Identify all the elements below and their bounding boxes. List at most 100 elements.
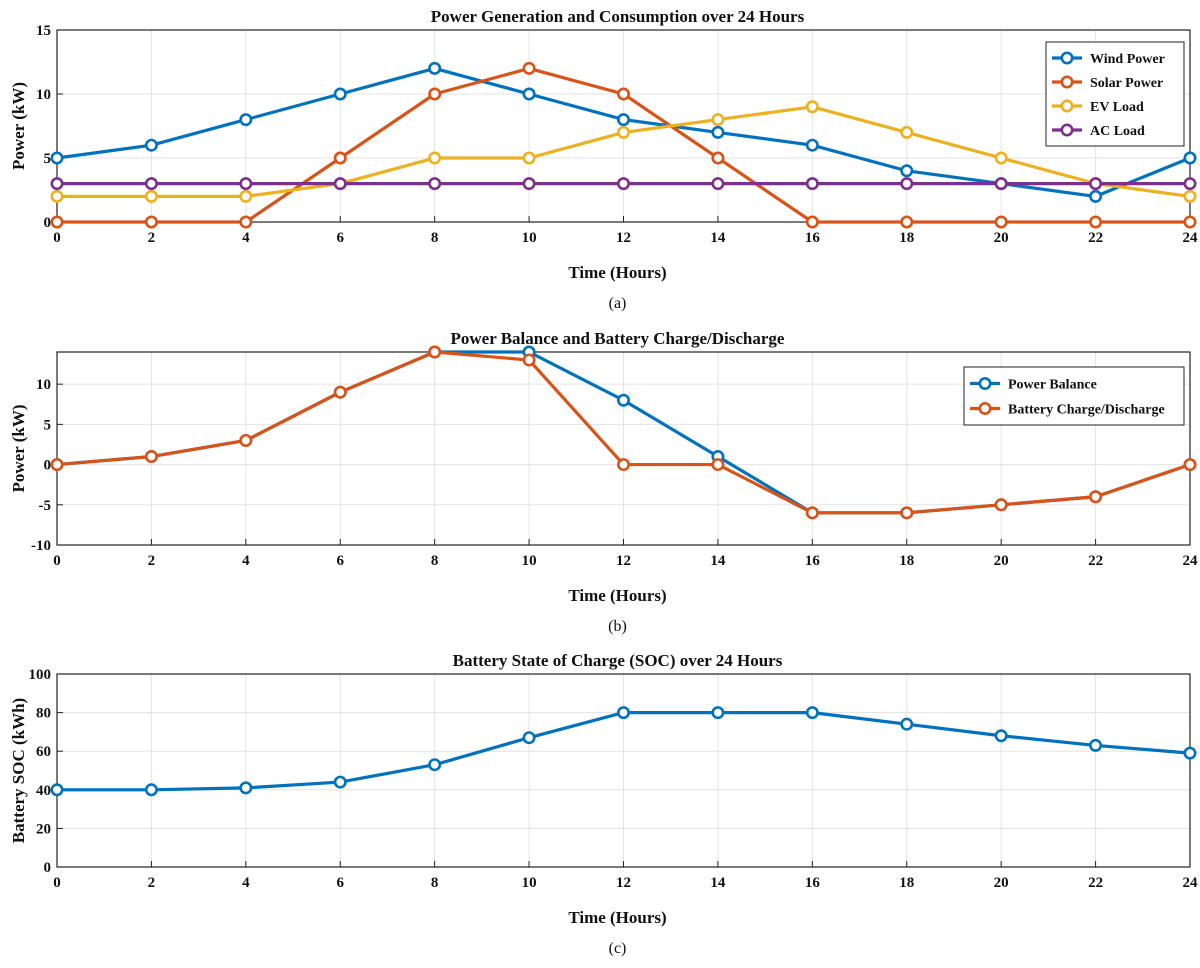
panel-caption: (b) [608,618,627,635]
data-point [333,151,347,165]
x-tick-label: 2 [148,553,156,569]
data-point [1183,189,1197,203]
data-point [711,458,725,472]
x-tick-label: 12 [616,553,631,569]
data-point [616,125,630,139]
x-tick-label: 18 [899,230,914,246]
x-tick-label: 14 [710,230,726,246]
series-solar-power [50,61,1197,229]
data-point [428,151,442,165]
data-point [50,177,64,191]
y-tick-label: 60 [36,744,51,760]
series-ev-load [50,100,1197,203]
data-point [994,498,1008,512]
data-point [428,61,442,75]
data-point [1089,189,1103,203]
chart-title: Power Generation and Consumption over 24… [431,7,805,26]
chart-title: Power Balance and Battery Charge/Dischar… [451,329,785,348]
data-point [711,177,725,191]
data-point [144,138,158,152]
legend-item: EV Load [1052,99,1144,115]
x-tick-label: 4 [242,875,250,891]
y-tick-label: 10 [36,377,51,393]
data-point [428,758,442,772]
data-point [616,87,630,101]
legend-label: AC Load [1090,124,1145,139]
data-point [239,113,253,127]
data-point [333,177,347,191]
x-tick-label: 10 [522,553,537,569]
data-point [1183,215,1197,229]
x-tick-label: 22 [1088,553,1103,569]
data-point [522,353,536,367]
data-point [50,189,64,203]
data-point [805,177,819,191]
x-tick-label: 6 [337,553,345,569]
data-point [805,506,819,520]
data-point [1183,177,1197,191]
legend-item: AC Load [1052,123,1145,139]
data-point [805,100,819,114]
x-tick-label: 18 [899,553,914,569]
data-point [1089,738,1103,752]
series-battery-soc [50,706,1197,797]
data-point [239,433,253,447]
data-point [428,87,442,101]
data-point [144,177,158,191]
data-point [900,506,914,520]
data-point [616,393,630,407]
x-tick-label: 0 [53,230,61,246]
x-tick-label: 22 [1088,230,1103,246]
legend-label: Power Balance [1008,378,1097,393]
legend-swatch-marker [1060,75,1074,89]
y-tick-label: 0 [44,215,52,231]
x-tick-label: 10 [522,230,537,246]
legend-swatch-marker [978,401,992,415]
legend-swatch-marker [1060,123,1074,137]
x-tick-label: 8 [431,553,439,569]
x-tick-label: 14 [710,553,726,569]
legend-label: Wind Power [1090,52,1165,67]
legend-label: Battery Charge/Discharge [1008,403,1165,418]
data-point [711,151,725,165]
data-point [805,138,819,152]
series-ac-load [50,177,1197,191]
data-point [994,177,1008,191]
y-tick-label: 0 [44,860,52,876]
x-tick-label: 12 [616,230,631,246]
data-point [50,458,64,472]
data-point [900,164,914,178]
legend-label: Solar Power [1090,76,1163,91]
series-battery-charge-discharge [50,345,1197,520]
data-point [522,87,536,101]
data-point [900,215,914,229]
data-point [50,215,64,229]
y-tick-label: -5 [39,498,52,514]
y-tick-label: -10 [31,538,51,554]
x-tick-label: 24 [1183,230,1199,246]
data-point [900,177,914,191]
data-point [1089,215,1103,229]
data-point [522,61,536,75]
data-point [333,87,347,101]
x-tick-label: 6 [337,875,345,891]
data-point [616,458,630,472]
data-point [333,385,347,399]
x-tick-label: 16 [805,875,821,891]
y-axis-label: Power (kW) [9,405,28,493]
data-point [1089,177,1103,191]
data-point [994,151,1008,165]
data-point [144,215,158,229]
x-tick-label: 6 [337,230,345,246]
data-point [239,189,253,203]
x-tick-label: 2 [148,230,156,246]
x-tick-label: 2 [148,875,156,891]
data-point [1183,458,1197,472]
data-point [900,125,914,139]
x-tick-label: 24 [1183,553,1199,569]
data-point [522,731,536,745]
x-tick-label: 22 [1088,875,1103,891]
data-point [144,783,158,797]
